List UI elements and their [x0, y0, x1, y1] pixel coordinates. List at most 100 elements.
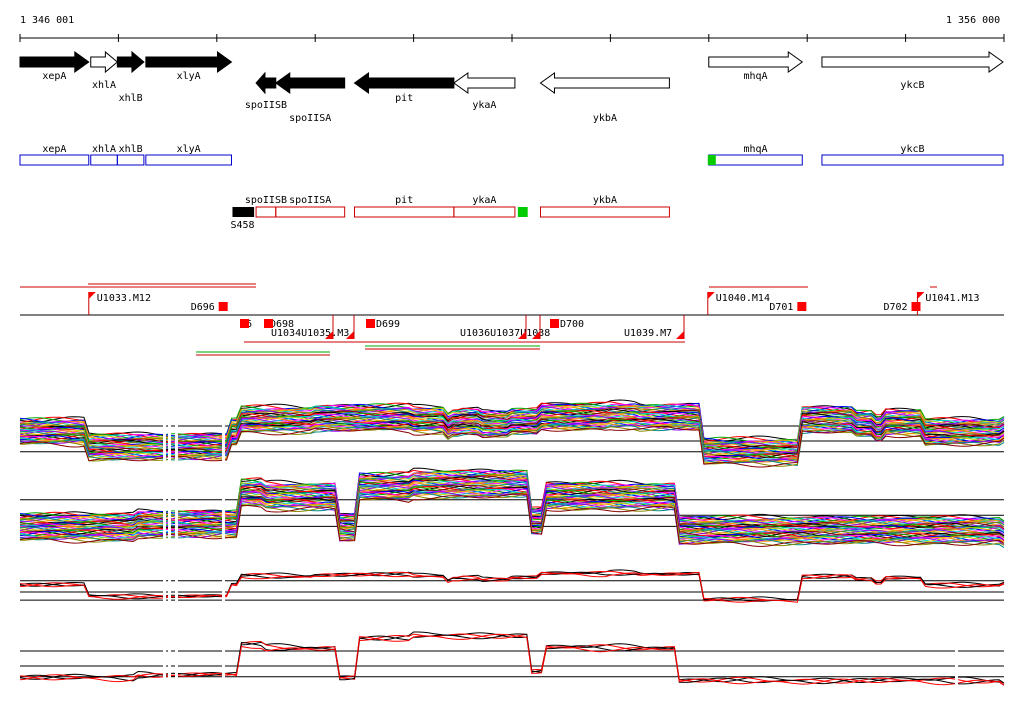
data-gap	[168, 400, 171, 714]
promoter-label: S458	[230, 220, 254, 231]
operon-label-pit: pit	[395, 195, 413, 206]
operon-label-spoIISB: spoIISB	[245, 195, 287, 206]
downshift-label: D702	[883, 302, 907, 313]
gene-label-xlyA: xlyA	[177, 71, 201, 82]
downshift-marker	[366, 319, 375, 328]
expression-line-minus	[19, 474, 1005, 529]
downshift-marker	[797, 302, 807, 311]
gene-arrow-pit	[353, 72, 455, 94]
operon-label-xepA: xepA	[42, 144, 66, 155]
start-coordinate: 1 346 001	[20, 15, 74, 26]
promoter-green	[707, 155, 716, 165]
promoter-track: S458	[230, 155, 716, 231]
gene-arrow-mhqA	[708, 51, 804, 73]
operon-label-mhqA: mhqA	[743, 144, 767, 155]
downshift-label: D696	[191, 302, 215, 313]
gene-arrow-ykbA	[539, 72, 670, 94]
average-line-minus	[19, 633, 1005, 684]
operon-box-xlyA	[145, 154, 232, 166]
operon-box-xhlB	[116, 154, 145, 166]
gene-label-xepA: xepA	[42, 71, 66, 82]
downshift-marker	[550, 319, 559, 328]
data-gap	[222, 400, 225, 714]
segment-flag	[917, 292, 925, 299]
minus-segment-label: U1036U1037U1038	[460, 328, 550, 339]
average-line-minus	[19, 633, 1005, 685]
expression-line-plus	[19, 425, 1005, 468]
operon-box-spoIISA	[275, 206, 346, 218]
gene-arrow-ykcB	[821, 51, 1004, 73]
operon-box-mhqA	[708, 154, 803, 166]
operon-box-pit	[353, 206, 455, 218]
expression-line-plus	[19, 421, 1005, 462]
downshift-marker	[264, 319, 273, 328]
segment-track: U1033.M12 U1040.M14 U1041.M13 D696 D701 D702 D…	[20, 283, 1004, 356]
minus-segment-label: D698	[270, 319, 294, 330]
minus-segment-label: D700	[560, 319, 584, 330]
end-coordinate: 1 356 000	[946, 15, 1000, 26]
downshift-label: D701	[769, 302, 793, 313]
operon-label-ykcB: ykcB	[900, 144, 924, 155]
segment-flag	[707, 292, 715, 299]
operon-box-ykaA	[453, 206, 516, 218]
gene-label-xhlA: xhlA	[92, 80, 116, 91]
expression-tracks	[19, 399, 1005, 714]
gene-label-mhqA: mhqA	[743, 71, 767, 82]
data-gap	[955, 640, 958, 714]
gene-label-ykcB: ykcB	[900, 80, 924, 91]
downshift-marker	[218, 302, 228, 311]
gene-label-spoIISB: spoIISB	[245, 100, 287, 111]
operon-track-minus: spoIISB spoIISA pit ykaA ykbA	[245, 195, 670, 218]
operon-label-xhlB: xhlB	[119, 144, 143, 155]
segment-flag-minus	[676, 331, 684, 339]
minus-segment-label: U1039.M7	[624, 328, 672, 339]
gene-arrow-ykaA	[453, 72, 516, 94]
segment-flag-minus	[325, 331, 333, 339]
axis-ticks	[19, 34, 1005, 42]
expression-line-minus	[19, 493, 1005, 547]
downshift-marker	[911, 302, 921, 311]
average-line-plus	[19, 571, 1005, 602]
gene-arrow-xepA	[19, 51, 90, 73]
segment-flag-minus	[346, 331, 354, 339]
operon-label-ykaA: ykaA	[472, 195, 496, 206]
expression-line-plus	[19, 412, 1005, 454]
gene-arrow-xhlA	[90, 50, 119, 74]
operon-label-spoIISA: spoIISA	[289, 195, 331, 206]
gene-label-ykbA: ykbA	[593, 113, 617, 124]
promoter-S458	[232, 207, 255, 217]
operon-label-xhlA: xhlA	[92, 144, 116, 155]
operon-track-plus: xepA xhlA xhlB xlyA mhqA ykcB	[19, 144, 1004, 166]
segment-label: U1041.M13	[925, 293, 979, 304]
promoter-green	[517, 207, 528, 217]
gene-label-xhlB: xhlB	[119, 93, 143, 104]
operon-box-ykbA	[539, 206, 670, 218]
segment-label: U1033.M12	[97, 293, 151, 304]
expression-line-minus	[19, 479, 1005, 533]
segment-flag-minus	[518, 331, 526, 339]
gene-label-spoIISA: spoIISA	[289, 113, 331, 124]
average-line-plus	[19, 571, 1005, 603]
segment-flag-minus	[532, 331, 540, 339]
segment-label: U1040.M14	[716, 293, 770, 304]
data-gap	[163, 400, 166, 714]
operon-label-xlyA: xlyA	[177, 144, 201, 155]
minus-segment-label: D699	[376, 319, 400, 330]
expression-line-minus	[19, 488, 1005, 542]
data-gap	[175, 400, 178, 714]
expression-line-plus	[19, 407, 1005, 450]
gene-arrow-spoIISA	[274, 72, 346, 94]
operon-box-spoIISB	[255, 206, 277, 218]
expression-line-minus	[19, 479, 1005, 534]
expression-line-plus	[19, 412, 1005, 455]
average-line-minus	[19, 633, 1005, 686]
operon-box-xhlA	[90, 154, 118, 166]
downshift-marker	[240, 319, 249, 328]
gene-arrow-xlyA	[145, 51, 233, 73]
expression-line-minus	[19, 480, 1005, 534]
operon-box-ykcB	[821, 154, 1004, 166]
operon-label-ykbA: ykbA	[593, 195, 617, 206]
gene-label-pit: pit	[395, 93, 413, 104]
